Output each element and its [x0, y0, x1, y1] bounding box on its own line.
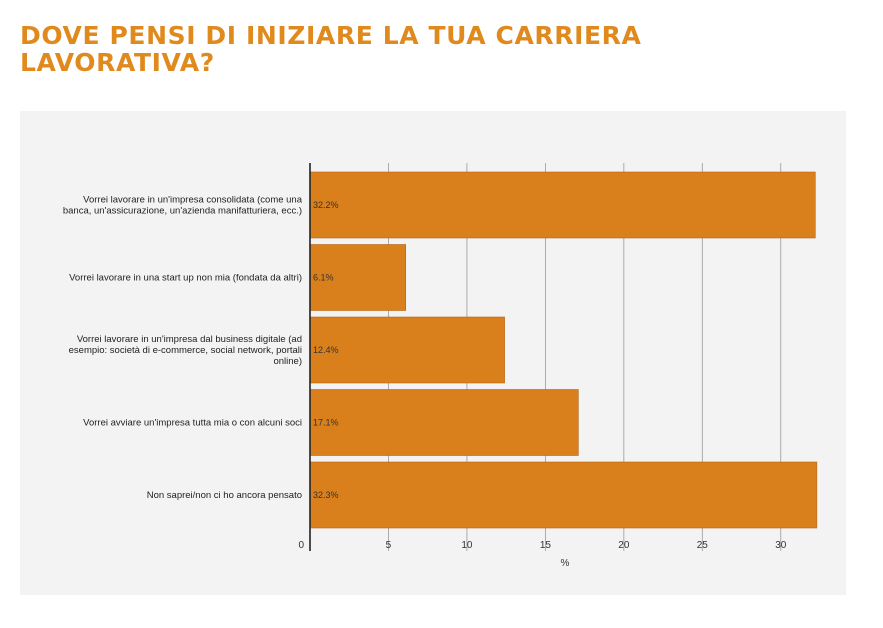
category-label: Non saprei/non ci ho ancora pensato	[147, 490, 302, 501]
x-tick-label: 0	[298, 540, 304, 551]
bar	[309, 389, 579, 456]
x-tick-label: 20	[618, 540, 630, 551]
bar-data-label: 12.4%	[313, 345, 339, 355]
category-label: esempio: società di e-commerce, social n…	[69, 345, 302, 356]
category-label: Vorrei lavorare in una start up non mia …	[69, 273, 302, 284]
page-title: DOVE PENSI DI INIZIARE LA TUA CARRIERA L…	[20, 21, 642, 77]
bar	[309, 244, 407, 311]
x-tick-label: 5	[386, 540, 392, 551]
category-label: Vorrei lavorare in un'impresa consolidat…	[83, 195, 303, 206]
bar-chart: 32.2% 6.1% 12.4% 17.1% 32.3% Vorrei lavorare…	[63, 163, 818, 569]
bar	[309, 316, 505, 384]
tick-labels: 0 5 10 15 20 25 30	[298, 540, 786, 551]
x-tick-label: 25	[697, 540, 709, 551]
x-tick-label: 10	[461, 540, 473, 551]
x-tick-label: 15	[540, 540, 552, 551]
bar-data-label: 17.1%	[313, 418, 339, 428]
bar-data-label: 32.3%	[313, 490, 339, 500]
category-label: online)	[273, 356, 302, 367]
x-tick-label: 30	[775, 540, 787, 551]
chart-panel: 32.2% 6.1% 12.4% 17.1% 32.3% Vorrei lavorare…	[20, 111, 846, 595]
x-axis-title: %	[561, 558, 570, 569]
bar	[309, 461, 818, 529]
bars: 32.2% 6.1% 12.4% 17.1% 32.3%	[309, 171, 818, 529]
category-label: Vorrei lavorare in un'impresa dal busine…	[77, 334, 302, 345]
category-labels: Vorrei lavorare in un'impresa consolidat…	[63, 195, 303, 502]
bar-data-label: 32.2%	[313, 200, 339, 210]
bar	[309, 171, 816, 239]
bar-data-label: 6.1%	[313, 273, 334, 283]
category-label: Vorrei avviare un'impresa tutta mia o co…	[83, 418, 302, 429]
category-label: banca, un'assicurazione, un'azienda mani…	[63, 206, 302, 217]
